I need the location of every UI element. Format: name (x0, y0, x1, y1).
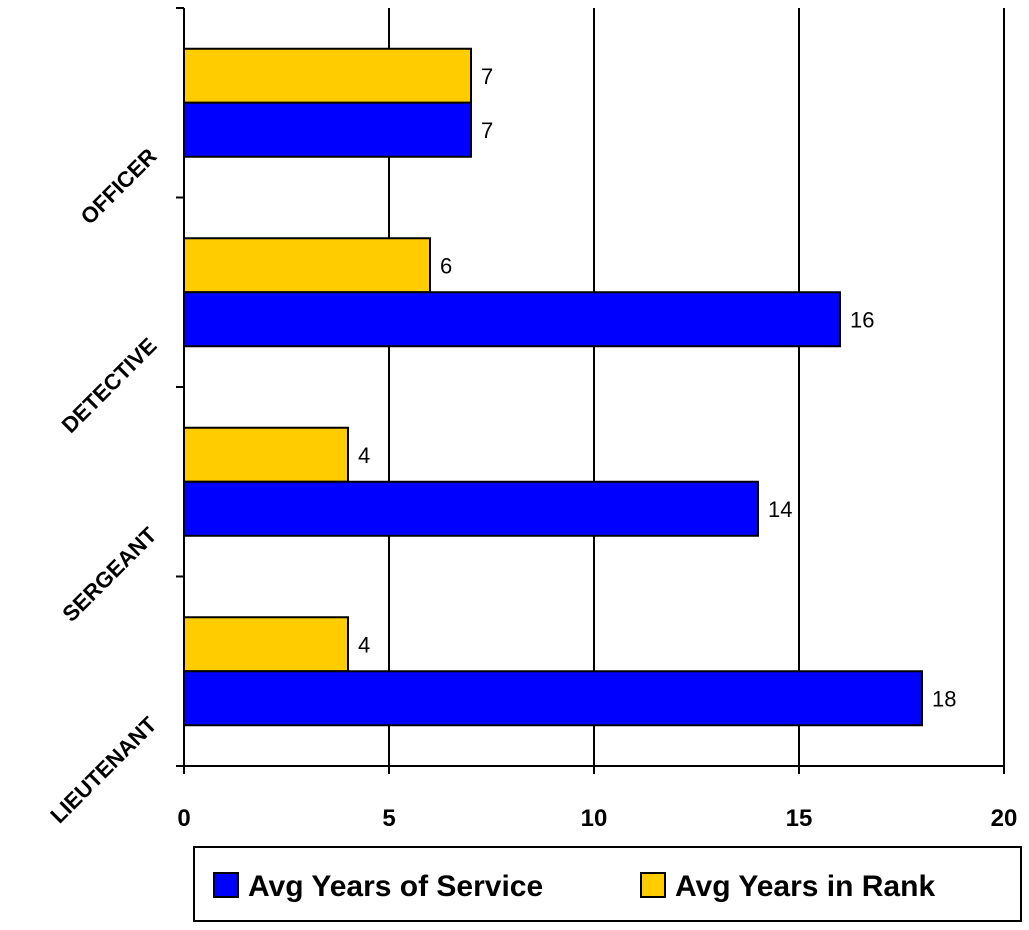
x-tick-label: 20 (991, 805, 1018, 832)
bar-officer-service (183, 101, 472, 158)
data-label: 4 (358, 632, 370, 657)
category-label: LIEUTENANT (45, 711, 162, 828)
data-label: 7 (481, 118, 493, 143)
legend-label: Avg Years in Rank (675, 870, 935, 903)
legend-swatch (640, 872, 666, 898)
x-tick-label: 5 (382, 805, 395, 832)
bars (183, 47, 923, 727)
x-tick-label: 0 (177, 805, 190, 832)
legend-label: Avg Years of Service (248, 870, 543, 903)
legend-box (193, 846, 1022, 922)
data-label: 4 (358, 443, 370, 468)
category-label: OFFICER (76, 143, 162, 229)
legend: Avg Years of Service Avg Years in Rank (193, 846, 1022, 922)
bar-officer-rank (183, 47, 472, 104)
x-tick-label: 10 (581, 805, 608, 832)
bar-sergeant-service (183, 480, 759, 537)
bar-detective-service (183, 291, 841, 348)
data-label: 7 (481, 64, 493, 89)
category-label: SERGEANT (57, 522, 162, 627)
data-label: 16 (850, 307, 874, 332)
bar-sergeant-rank (183, 426, 349, 483)
data-label: 18 (932, 686, 956, 711)
legend-swatch (213, 872, 239, 898)
category-label: DETECTIVE (57, 333, 162, 438)
bar-lieutenant-rank (183, 616, 349, 673)
data-label: 14 (768, 497, 792, 522)
bar-detective-rank (183, 237, 431, 294)
x-tick-label: 15 (786, 805, 813, 832)
axes (176, 7, 1005, 774)
gridlines (388, 8, 1005, 766)
data-label: 6 (440, 253, 452, 278)
bar-lieutenant-service (183, 670, 923, 727)
